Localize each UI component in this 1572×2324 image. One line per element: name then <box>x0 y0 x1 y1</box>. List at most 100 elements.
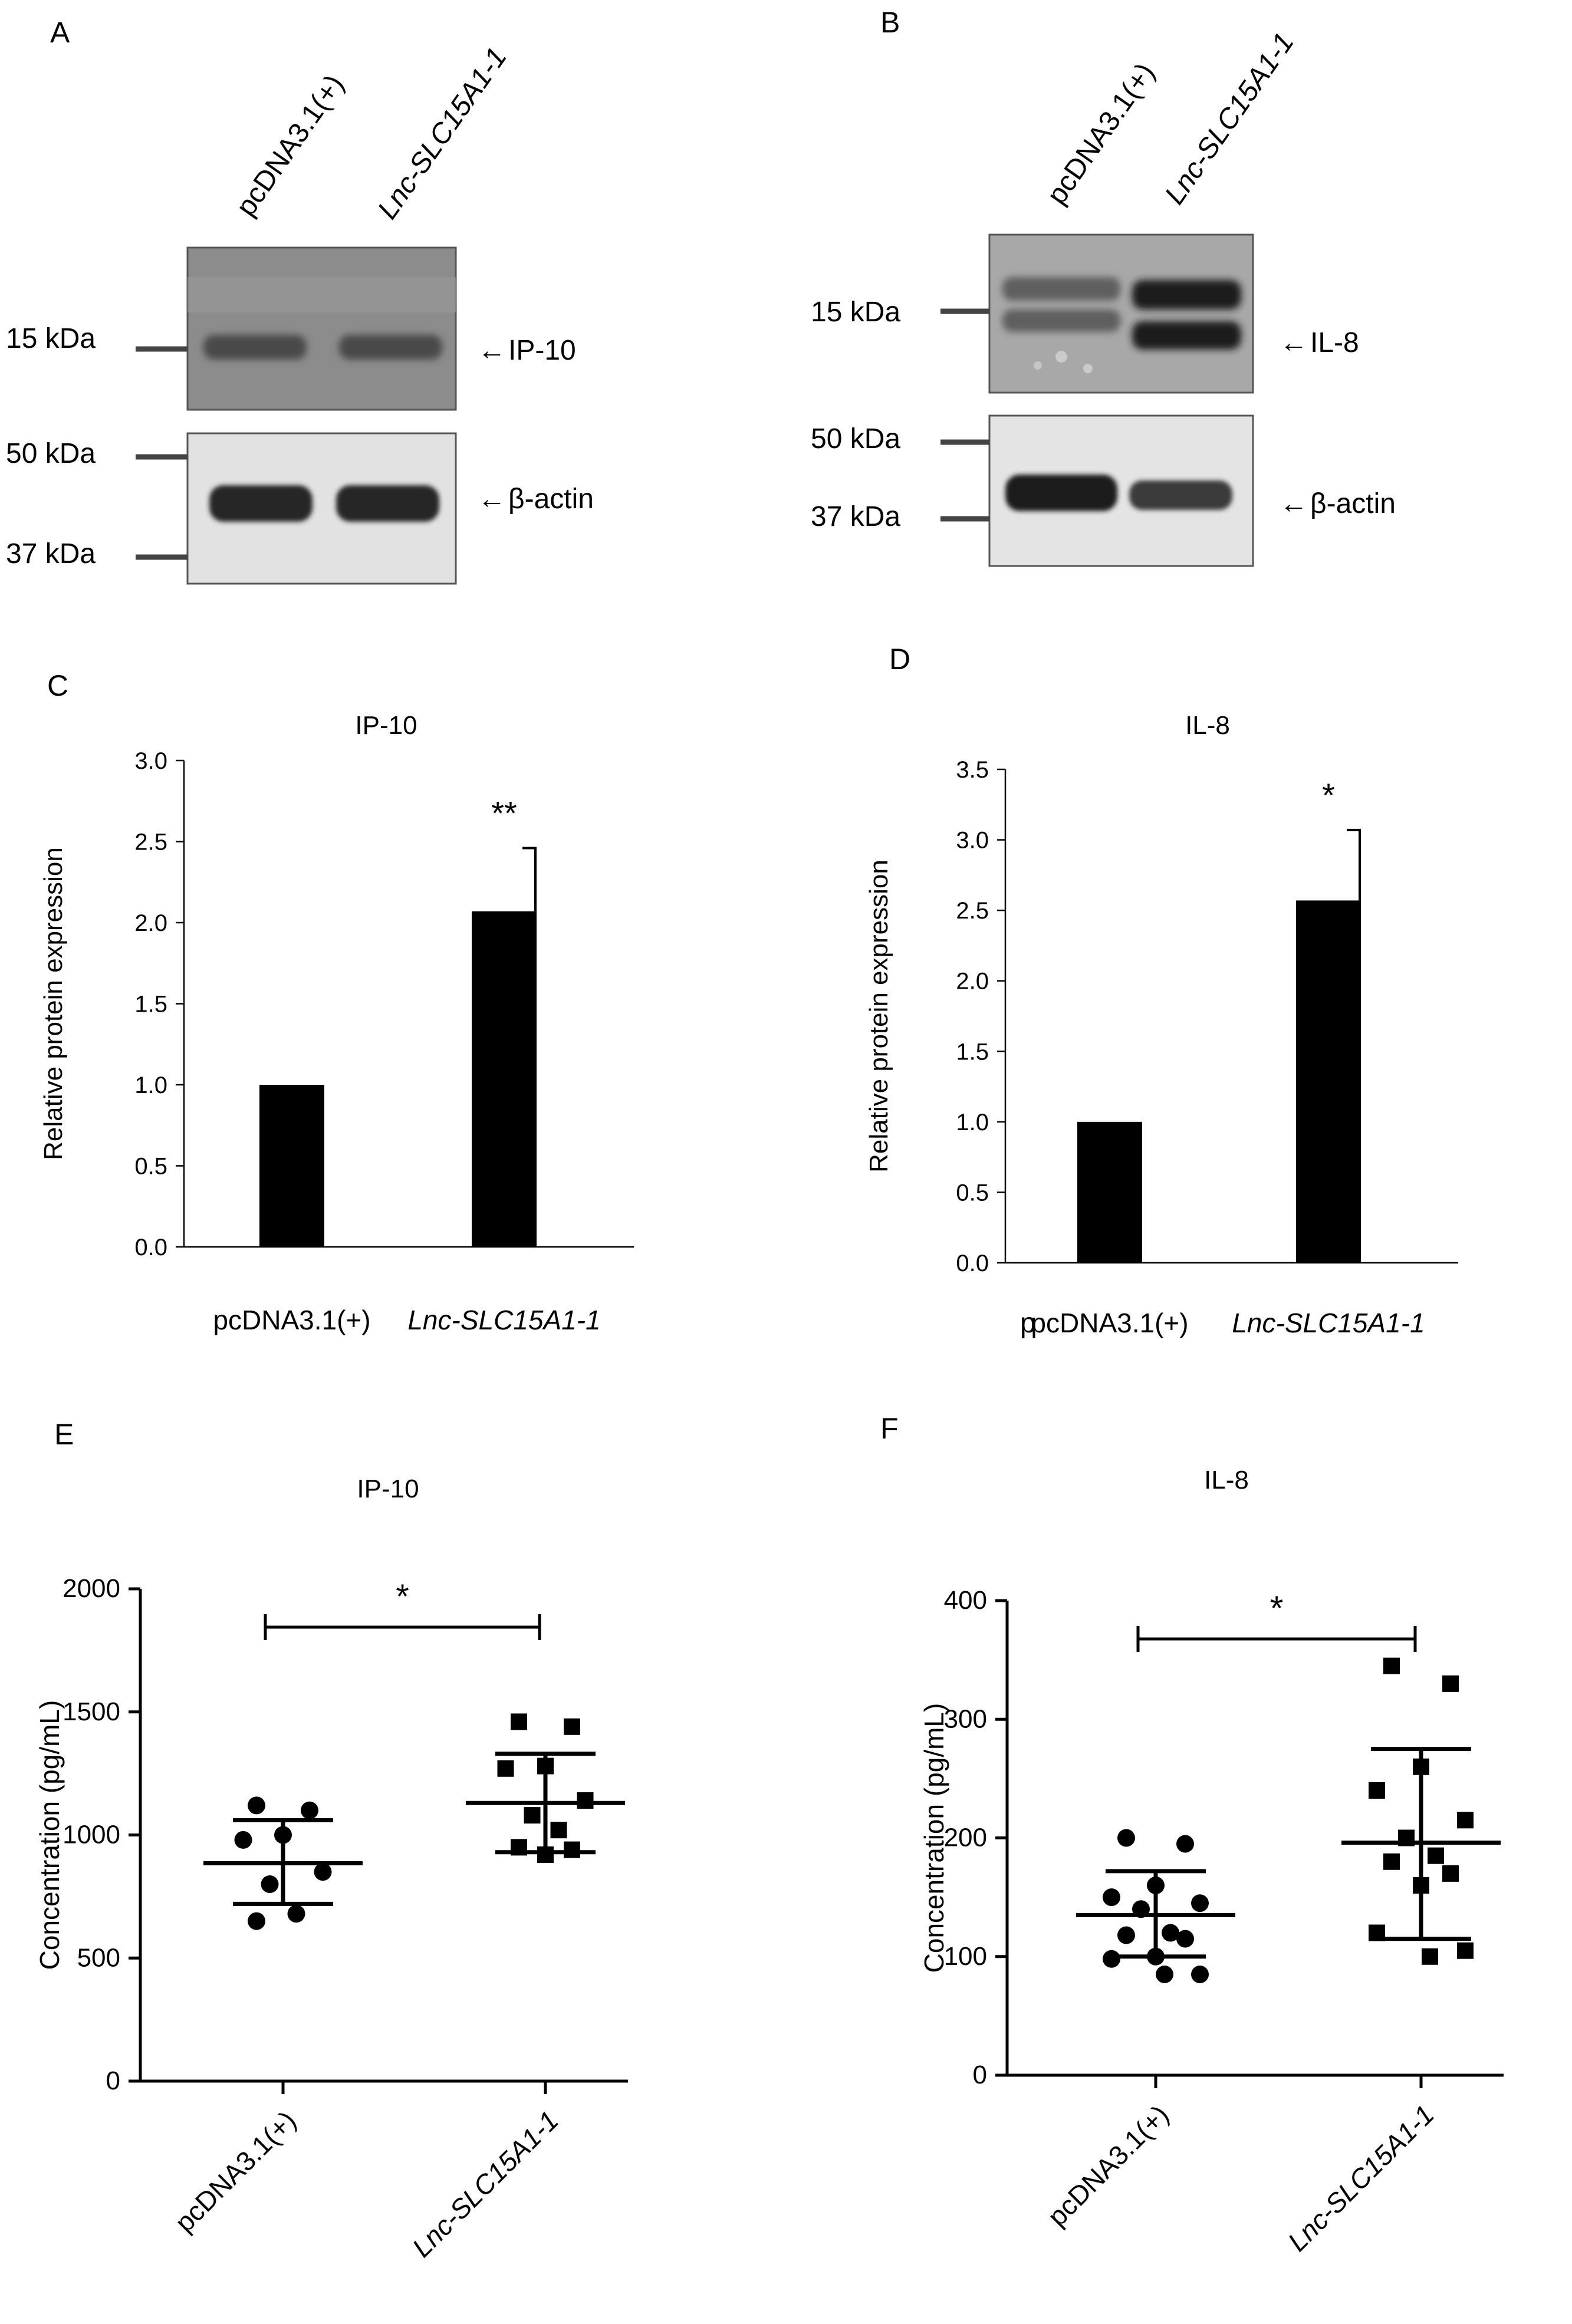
blot-b-top <box>988 233 1254 394</box>
y-tick-label: 1.5 <box>956 1039 989 1065</box>
data-point <box>1162 1924 1179 1942</box>
band-label-il8: IL-8 <box>1310 327 1359 358</box>
y-tick-label: 1.0 <box>134 1072 167 1098</box>
data-point <box>497 1760 514 1777</box>
data-point <box>511 1713 527 1730</box>
data-point <box>1442 1865 1459 1882</box>
lane-label-b-2: Lnc-SLC15A1-1 <box>1159 27 1300 210</box>
x-tick-label: Lnc-SLC15A1-1 <box>1232 1308 1425 1338</box>
y-tick-label: 1500 <box>63 1697 120 1726</box>
y-tick-label: 100 <box>944 1942 987 1971</box>
y-axis-label: Relative protein expression <box>864 860 893 1173</box>
y-tick-label: 300 <box>944 1704 987 1733</box>
bar-chart-ip10: C IP-10 Relative protein expression 0.0 0… <box>39 669 634 1335</box>
x-tick-label: Lnc-SLC15A1-1 <box>406 2105 564 2263</box>
panel-b: B pcDNA3.1(+) Lnc-SLC15A1-1 15 kDa ← IL-… <box>811 6 1396 567</box>
blot-b-bottom <box>988 414 1254 567</box>
data-point <box>1442 1675 1459 1692</box>
arrow-a-bottom: ← <box>478 483 506 515</box>
x-tick-label: pcDNA3.1(+) <box>169 2105 302 2238</box>
data-point <box>564 1841 580 1858</box>
chart-title: IL-8 <box>1204 1466 1249 1495</box>
band-label-actin-b: β-actin <box>1310 488 1396 519</box>
chart-title: IP-10 <box>355 711 417 740</box>
data-point <box>1383 1657 1400 1674</box>
y-tick-label: 0.0 <box>134 1235 167 1260</box>
data-point <box>564 1718 580 1735</box>
y-tick-label: 2.0 <box>134 910 167 936</box>
data-point <box>1457 1942 1474 1959</box>
data-point <box>1369 1782 1385 1799</box>
x-tick-label: Lnc-SLC15A1-1 <box>1282 2099 1440 2257</box>
band-label-actin-a: β-actin <box>508 483 594 515</box>
bar <box>1077 1121 1142 1263</box>
panel-a: A pcDNA3.1(+) Lnc-SLC15A1-1 15 kDa ← IP-… <box>6 16 594 585</box>
y-axis-label: Concentration (pg/mL) <box>919 1703 949 1973</box>
panel-label-d: D <box>889 643 910 676</box>
blot-a-top <box>186 246 457 411</box>
y-tick-label: 3.0 <box>956 828 989 854</box>
bar <box>472 911 537 1247</box>
y-tick-label: 400 <box>944 1586 987 1615</box>
data-point <box>1176 1835 1194 1853</box>
bar-chart-il8: D IL-8 Relative protein expression p 0.0… <box>864 643 1458 1339</box>
y-axis-label: Concentration (pg/mL) <box>34 1700 65 1970</box>
scatter-chart-il8: F IL-8 Concentration (pg/mL) 0 100 200 300 4… <box>880 1412 1504 2257</box>
marker-a-50: 50 kDa <box>6 438 96 469</box>
data-point <box>314 1863 332 1881</box>
y-tick-label: 0 <box>973 2060 987 2089</box>
data-point <box>261 1875 279 1893</box>
significance-marker: * <box>1322 776 1335 814</box>
x-tick-label: Lnc-SLC15A1-1 <box>407 1305 600 1335</box>
y-tick-label: 500 <box>77 1943 120 1972</box>
data-point <box>1191 1965 1209 1983</box>
data-point <box>1428 1847 1444 1864</box>
y-tick-label: 200 <box>944 1823 987 1852</box>
y-axis-label: Relative protein expression <box>39 847 68 1160</box>
y-tick-label: 0.5 <box>134 1154 167 1180</box>
marker-b-50: 50 kDa <box>811 423 900 455</box>
scatter-chart-ip10: E IP-10 Concentration (pg/mL) 0 500 1000 15… <box>34 1418 628 2263</box>
y-tick-label: 1000 <box>63 1821 120 1849</box>
y-tick-label: 1.5 <box>134 992 167 1018</box>
data-point <box>1117 1926 1135 1944</box>
y-tick-label: 0.0 <box>956 1250 989 1276</box>
bar <box>1296 900 1361 1263</box>
data-point <box>1103 1950 1120 1968</box>
y-tick-label: 2.5 <box>956 898 989 924</box>
marker-b-15: 15 kDa <box>811 297 900 328</box>
lane-label-b-1: pcDNA3.1(+) <box>1041 58 1161 210</box>
panel-label-a: A <box>50 16 70 49</box>
panel-label-b: B <box>880 6 900 39</box>
y-tick-label: 0 <box>106 2066 120 2095</box>
data-point <box>248 1912 265 1930</box>
lane-label-a-1: pcDNA3.1(+) <box>231 70 350 222</box>
data-point <box>1191 1894 1209 1912</box>
marker-b-37: 37 kDa <box>811 501 900 532</box>
significance-marker: ** <box>491 795 517 832</box>
y-tick-label: 3.5 <box>956 757 989 783</box>
x-tick-label: pcDNA3.1(+) <box>1041 2099 1175 2232</box>
data-point <box>1156 1965 1173 1983</box>
chart-title: IP-10 <box>357 1474 419 1503</box>
y-tick-label: 2.5 <box>134 829 167 855</box>
data-point <box>1383 1853 1400 1870</box>
band-label-ip10: IP-10 <box>508 335 576 366</box>
marker-a-37: 37 kDa <box>6 538 96 570</box>
data-point <box>1457 1812 1474 1829</box>
stray-label: p <box>1020 1308 1036 1339</box>
data-point <box>1422 1948 1438 1965</box>
arrow-b-top: ← <box>1280 327 1308 358</box>
bar <box>259 1085 324 1247</box>
y-tick-label: 0.5 <box>956 1180 989 1206</box>
data-point <box>1103 1888 1120 1907</box>
data-point <box>524 1807 541 1824</box>
y-tick-label: 1.0 <box>956 1110 989 1135</box>
significance-marker: * <box>396 1578 409 1616</box>
data-point <box>234 1831 252 1849</box>
lane-label-a-2: Lnc-SLC15A1-1 <box>372 42 513 225</box>
data-point <box>1117 1829 1135 1847</box>
y-tick-label: 2.0 <box>956 969 989 995</box>
panel-label-c: C <box>47 669 68 702</box>
